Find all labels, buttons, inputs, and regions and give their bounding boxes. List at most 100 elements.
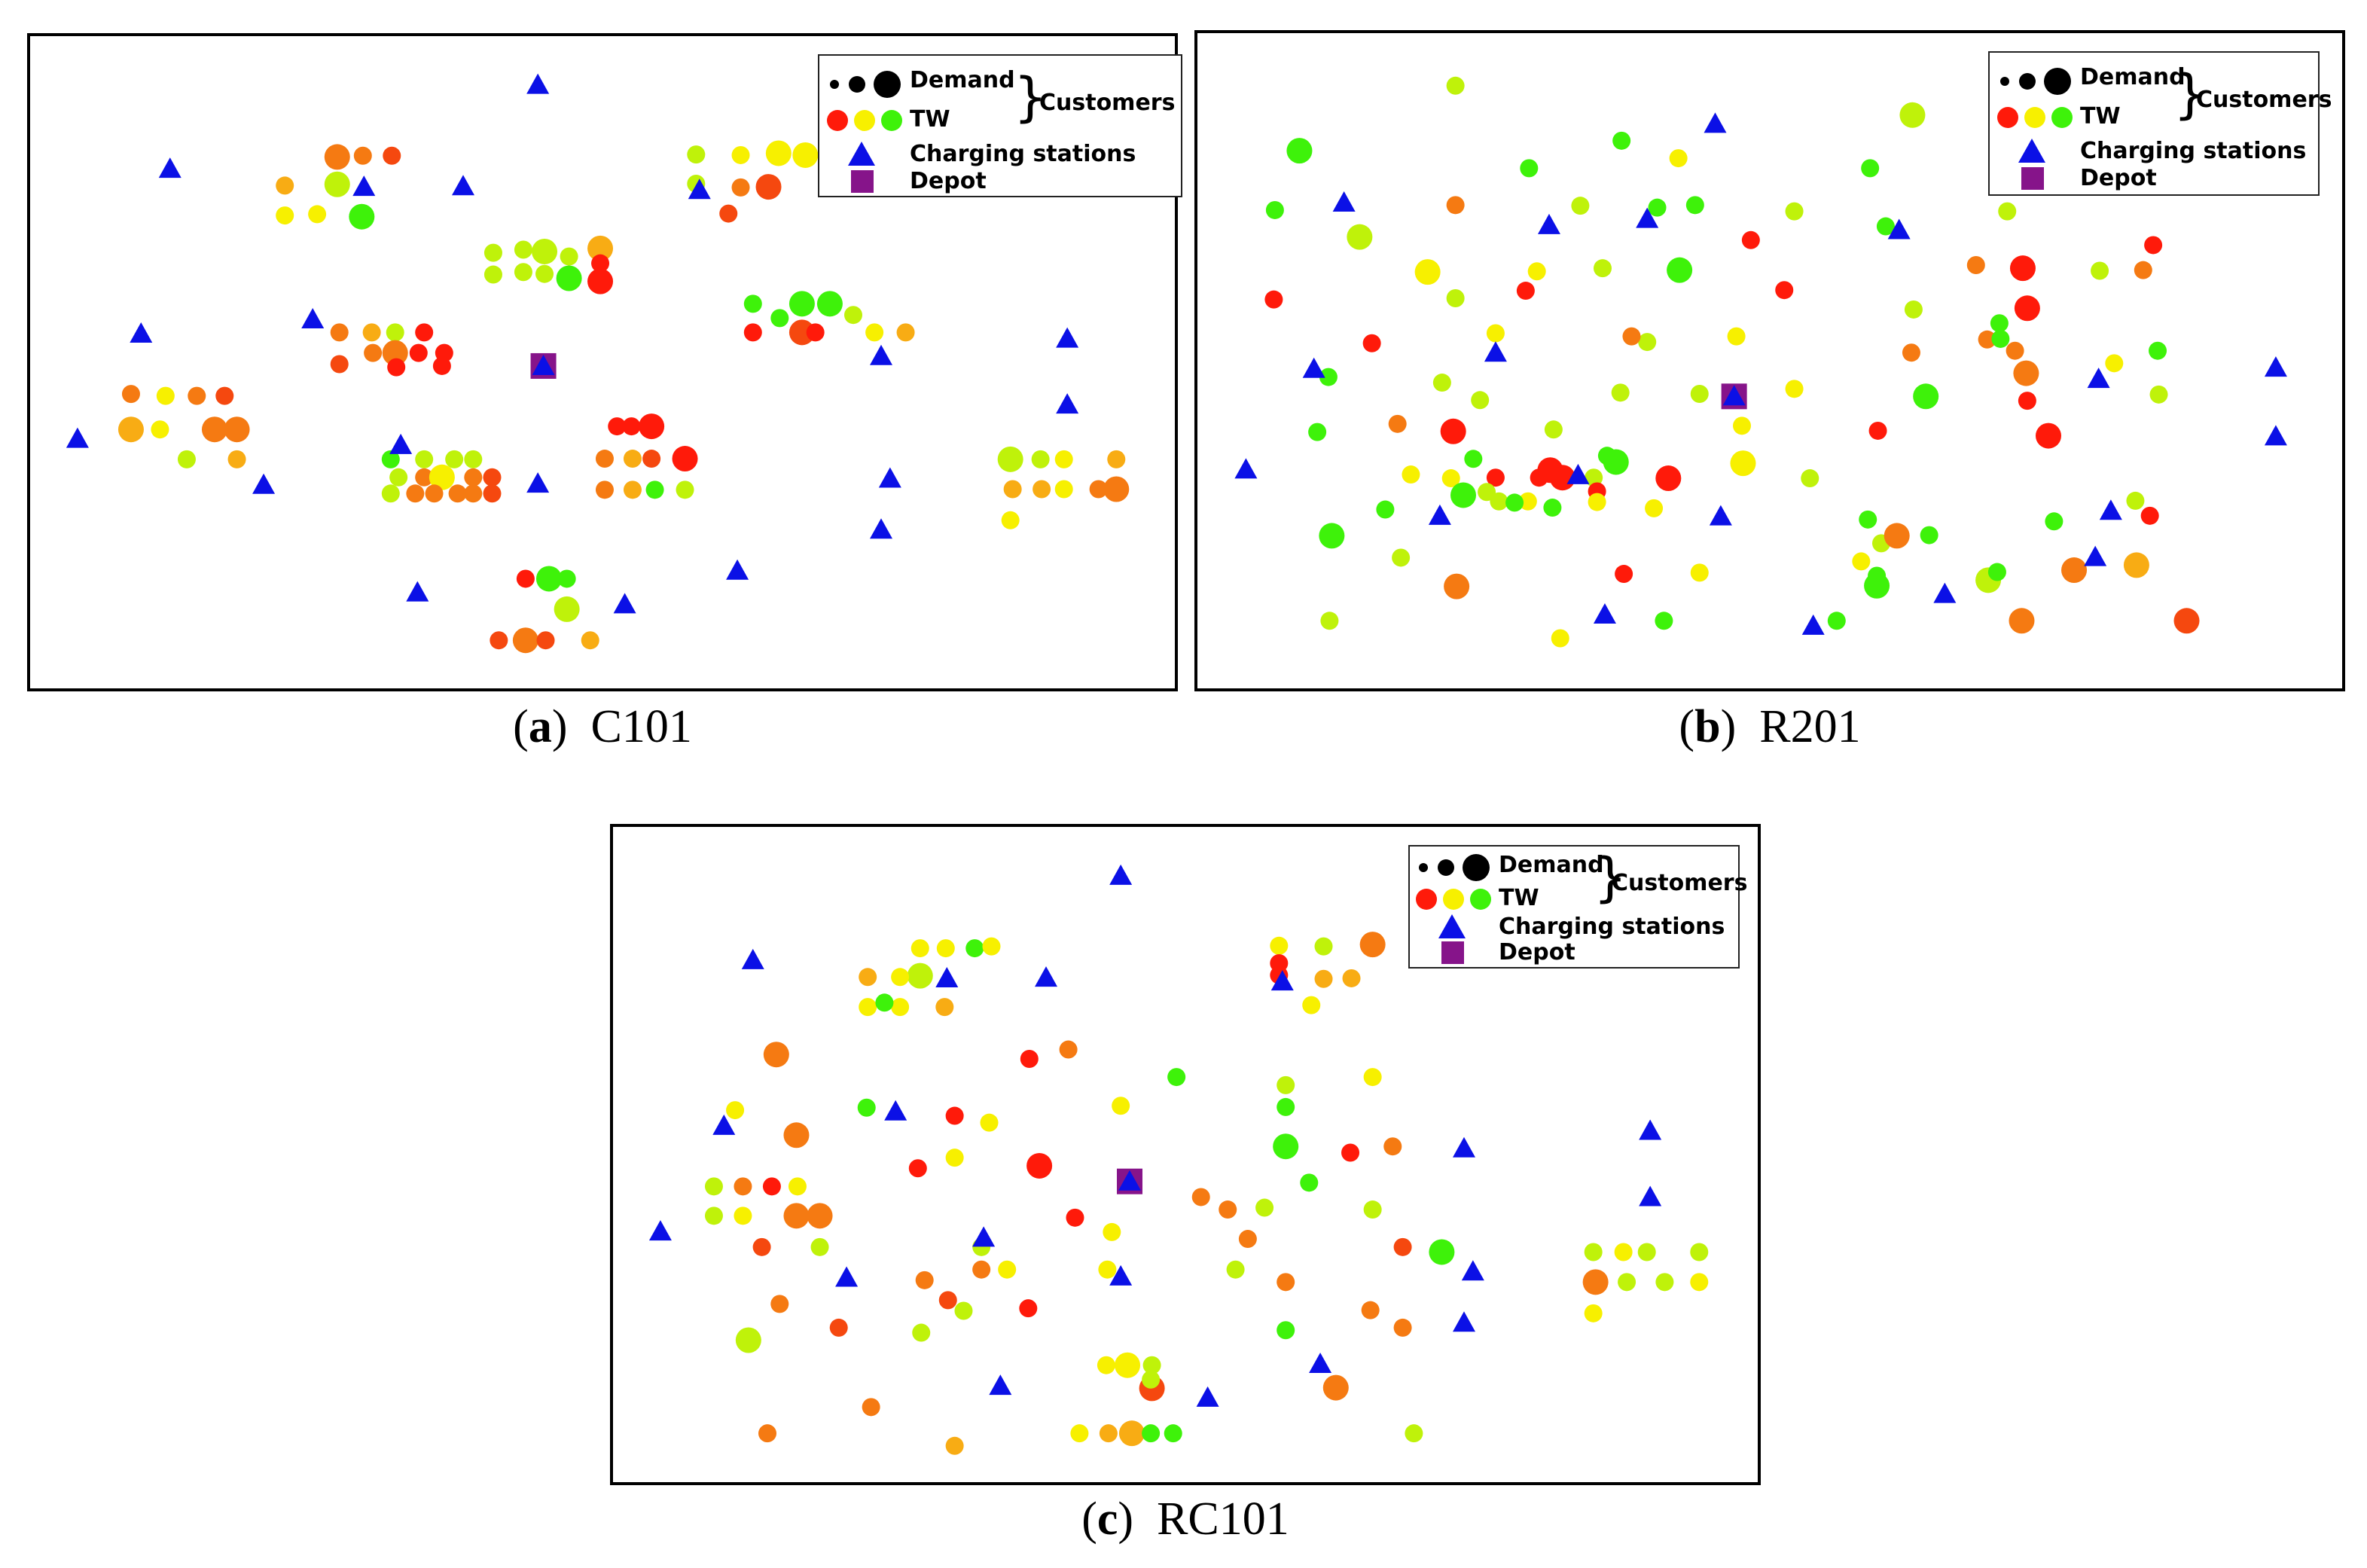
- customer-point: [1026, 1152, 1053, 1179]
- customer-point: [1638, 333, 1657, 352]
- customer-point: [1920, 526, 1938, 545]
- customer-point: [1020, 1050, 1039, 1069]
- charging-station-marker: [526, 73, 550, 94]
- customer-point: [752, 1237, 771, 1256]
- legend-demand-large: [2044, 68, 2071, 95]
- customer-point: [945, 1149, 964, 1167]
- customer-point: [276, 206, 294, 225]
- customer-point: [201, 416, 227, 443]
- customer-point: [704, 1177, 723, 1196]
- customer-point: [151, 420, 169, 439]
- customer-point: [1584, 1243, 1603, 1261]
- customer-point: [1238, 1230, 1257, 1249]
- legend-triangle-icon: [1438, 914, 1466, 938]
- customer-point: [1300, 1173, 1319, 1192]
- customer-point: [1112, 1097, 1130, 1115]
- customer-point: [676, 480, 694, 499]
- legend-charging-label: Charging stations: [2080, 138, 2307, 164]
- customer-point: [731, 145, 750, 164]
- customer-point: [512, 627, 538, 654]
- charging-station-marker: [406, 581, 429, 602]
- customer-point: [1191, 1188, 1210, 1207]
- charging-station-marker: [1801, 614, 1825, 635]
- customer-point: [965, 939, 984, 958]
- customer-point: [1505, 493, 1524, 512]
- charging-station-marker: [2099, 499, 2122, 520]
- caption-title-rc101: RC101: [1157, 1493, 1289, 1545]
- customer-point: [381, 484, 400, 503]
- legend-customers-label: Customers: [2196, 87, 2332, 113]
- caption-rc101: (c) RC101: [1081, 1493, 1289, 1545]
- charging-station-marker: [1639, 1119, 1662, 1140]
- customer-point: [908, 1159, 927, 1178]
- customer-point: [1103, 476, 1130, 502]
- customer-point: [1393, 1318, 1412, 1337]
- legend-demand-label: Demand: [1499, 852, 1604, 878]
- legend-r201: Demand TW } Customers Charging stations …: [1988, 51, 2332, 196]
- customer-point: [1314, 937, 1333, 956]
- legend-tw-yellow: [1443, 889, 1464, 910]
- customer-point: [1103, 1222, 1121, 1241]
- customer-point: [1066, 1208, 1084, 1227]
- charging-station-marker: [1636, 207, 1659, 228]
- customer-point: [1775, 281, 1794, 300]
- customer-point: [1868, 421, 1887, 440]
- customer-point: [735, 1327, 761, 1353]
- charging-station-marker: [688, 178, 711, 200]
- customer-point: [1361, 1301, 1380, 1319]
- charging-station-marker: [1639, 1185, 1662, 1207]
- charging-station-marker: [1453, 1311, 1475, 1332]
- customer-point: [1118, 1420, 1145, 1447]
- customer-point: [623, 480, 642, 499]
- customer-point: [121, 385, 140, 404]
- customer-point: [1864, 572, 1890, 599]
- customer-point: [177, 450, 196, 468]
- customer-point: [1618, 1273, 1636, 1292]
- customer-point: [1444, 573, 1470, 599]
- customer-point: [1031, 450, 1050, 468]
- customer-point: [972, 1260, 991, 1279]
- customer-point: [945, 1436, 964, 1455]
- customer-point: [1054, 450, 1073, 468]
- customer-point: [1441, 469, 1460, 488]
- customer-point: [353, 146, 372, 165]
- customer-point: [792, 142, 819, 168]
- customer-point: [687, 145, 706, 164]
- charging-station-marker: [648, 1220, 672, 1241]
- customer-point: [907, 962, 933, 989]
- customer-point: [429, 464, 455, 490]
- customer-point: [755, 174, 782, 200]
- legend-customers-label: Customers: [1612, 870, 1748, 896]
- customer-point: [156, 386, 175, 405]
- charging-station-marker: [1704, 112, 1727, 133]
- customer-point: [1594, 259, 1612, 278]
- customer-point: [788, 319, 815, 346]
- customer-point: [844, 306, 862, 325]
- customer-point: [464, 484, 483, 503]
- customer-point: [2006, 341, 2024, 360]
- customer-point: [1376, 500, 1395, 519]
- legend-square-icon: [1441, 941, 1464, 964]
- customer-point: [1319, 368, 1338, 386]
- panel-rc101: Demand TW } Customers Charging stations …: [610, 824, 1761, 1485]
- customer-point: [591, 254, 610, 273]
- legend-tw-label: TW: [910, 106, 950, 133]
- customer-point: [1904, 300, 1923, 319]
- customer-point: [1490, 492, 1508, 511]
- customer-point: [982, 937, 1001, 956]
- customer-point: [1655, 465, 1682, 492]
- customer-point: [1471, 391, 1490, 410]
- legend-tw-red: [1416, 889, 1437, 910]
- customer-point: [743, 294, 762, 313]
- customer-point: [1543, 499, 1562, 517]
- customer-point: [406, 484, 425, 503]
- charging-station-marker: [712, 1114, 736, 1135]
- customer-point: [516, 569, 535, 588]
- customer-point: [1571, 197, 1590, 215]
- customer-point: [1648, 198, 1667, 217]
- customer-point: [1516, 282, 1535, 300]
- customer-point: [1987, 563, 2006, 581]
- customer-point: [382, 340, 408, 366]
- customer-point: [807, 1203, 833, 1229]
- customer-point: [415, 450, 434, 468]
